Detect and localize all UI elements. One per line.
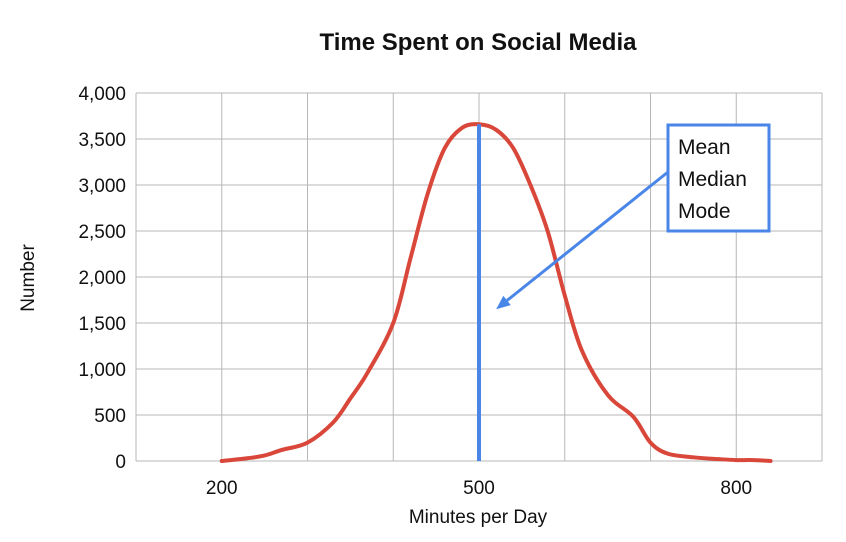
x-axis-label: Minutes per Day xyxy=(409,507,548,528)
annotation-arrow xyxy=(506,170,669,302)
data-series-curve xyxy=(219,122,773,463)
y-axis-label: Number xyxy=(18,244,39,312)
y-tick-label: 3,500 xyxy=(78,130,126,151)
y-tick-label: 2,000 xyxy=(78,268,126,289)
x-tick-label: 200 xyxy=(206,478,238,499)
y-tick-label: 0 xyxy=(115,452,126,473)
annotation-median: Median xyxy=(678,168,747,191)
x-tick-label: 800 xyxy=(720,478,752,499)
y-tick-label: 1,000 xyxy=(78,360,126,381)
x-tick-label: 500 xyxy=(463,478,495,499)
y-tick-label: 1,500 xyxy=(78,314,126,335)
y-axis-ticks: 0 500 1,000 1,500 2,000 2,500 3,000 3,500 4,000 xyxy=(78,84,126,473)
y-tick-label: 500 xyxy=(94,406,126,427)
annotation-mean: Mean xyxy=(678,136,731,159)
annotation: Mean Median Mode xyxy=(496,123,771,310)
x-axis-ticks: 200 500 800 xyxy=(206,478,752,499)
y-tick-label: 2,500 xyxy=(78,222,126,243)
y-tick-label: 4,000 xyxy=(78,84,126,105)
annotation-box xyxy=(666,123,771,233)
y-tick-label: 3,000 xyxy=(78,176,126,197)
chart-title: Time Spent on Social Media xyxy=(320,29,638,56)
annotation-arrowhead xyxy=(496,295,511,310)
annotation-mode: Mode xyxy=(678,200,731,223)
